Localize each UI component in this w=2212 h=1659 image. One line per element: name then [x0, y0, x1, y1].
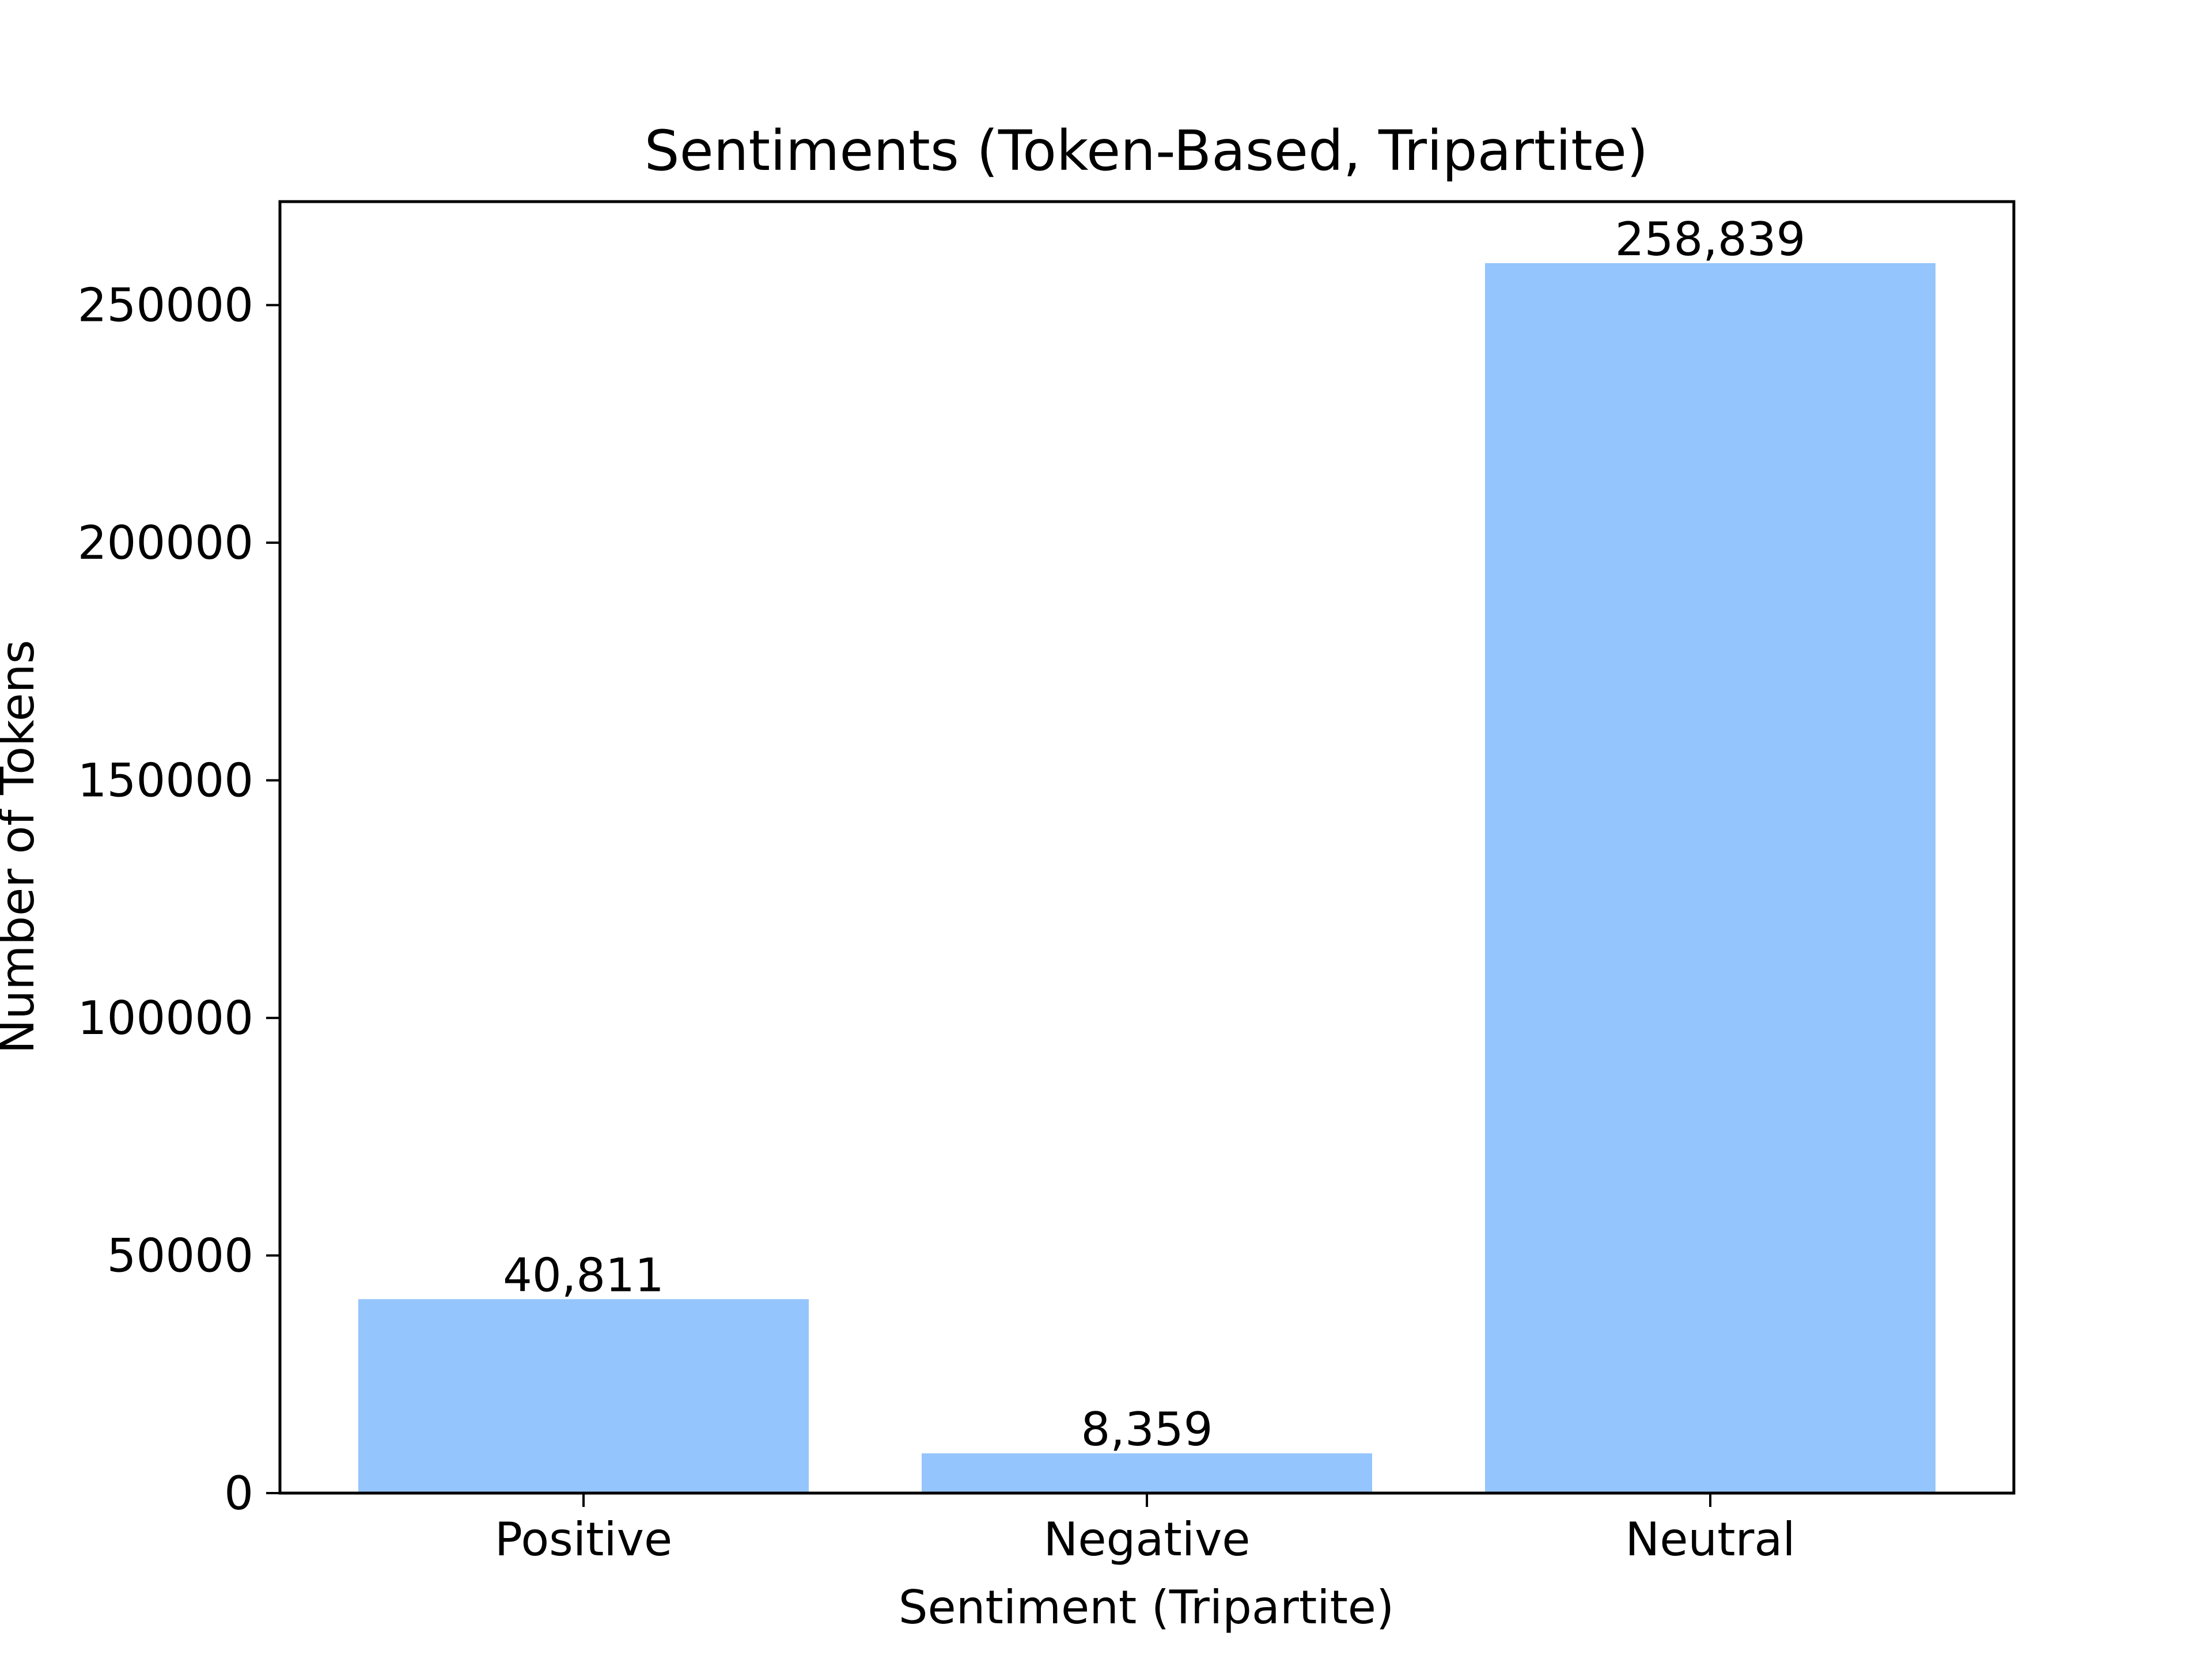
y-tick-label-250000: 250000: [78, 279, 253, 332]
x-tick-label-neutral: Neutral: [1625, 1513, 1795, 1566]
y-axis-ticks: 0 50000 100000 150000 200000 250000: [78, 279, 280, 1520]
bars-group: [358, 263, 1936, 1494]
y-tick-label-0: 0: [224, 1467, 253, 1520]
plot-frame: [278, 200, 2016, 1495]
data-labels-group: 40,811 8,359 258,839: [503, 213, 1805, 1456]
x-axis-ticks: Positive Negative Neutral: [495, 1493, 1796, 1566]
chart-title: Sentiments (Token-Based, Tripartite): [645, 119, 1649, 183]
y-tick-label-150000: 150000: [78, 754, 253, 808]
x-tick-label-positive: Positive: [495, 1513, 672, 1566]
x-tick-label-negative: Negative: [1043, 1513, 1250, 1566]
y-tick-label-200000: 200000: [78, 516, 253, 570]
bar-negative: [922, 1453, 1372, 1493]
y-tick-label-50000: 50000: [107, 1229, 254, 1283]
data-label-neutral: 258,839: [1615, 213, 1806, 266]
bar-neutral: [1485, 263, 1936, 1494]
bar-positive: [358, 1299, 809, 1493]
data-label-positive: 40,811: [503, 1248, 664, 1302]
y-axis-label: Number of Tokens: [0, 640, 44, 1054]
x-axis-label: Sentiment (Tripartite): [899, 1581, 1394, 1634]
data-label-negative: 8,359: [1081, 1403, 1213, 1456]
y-tick-label-100000: 100000: [78, 991, 253, 1045]
